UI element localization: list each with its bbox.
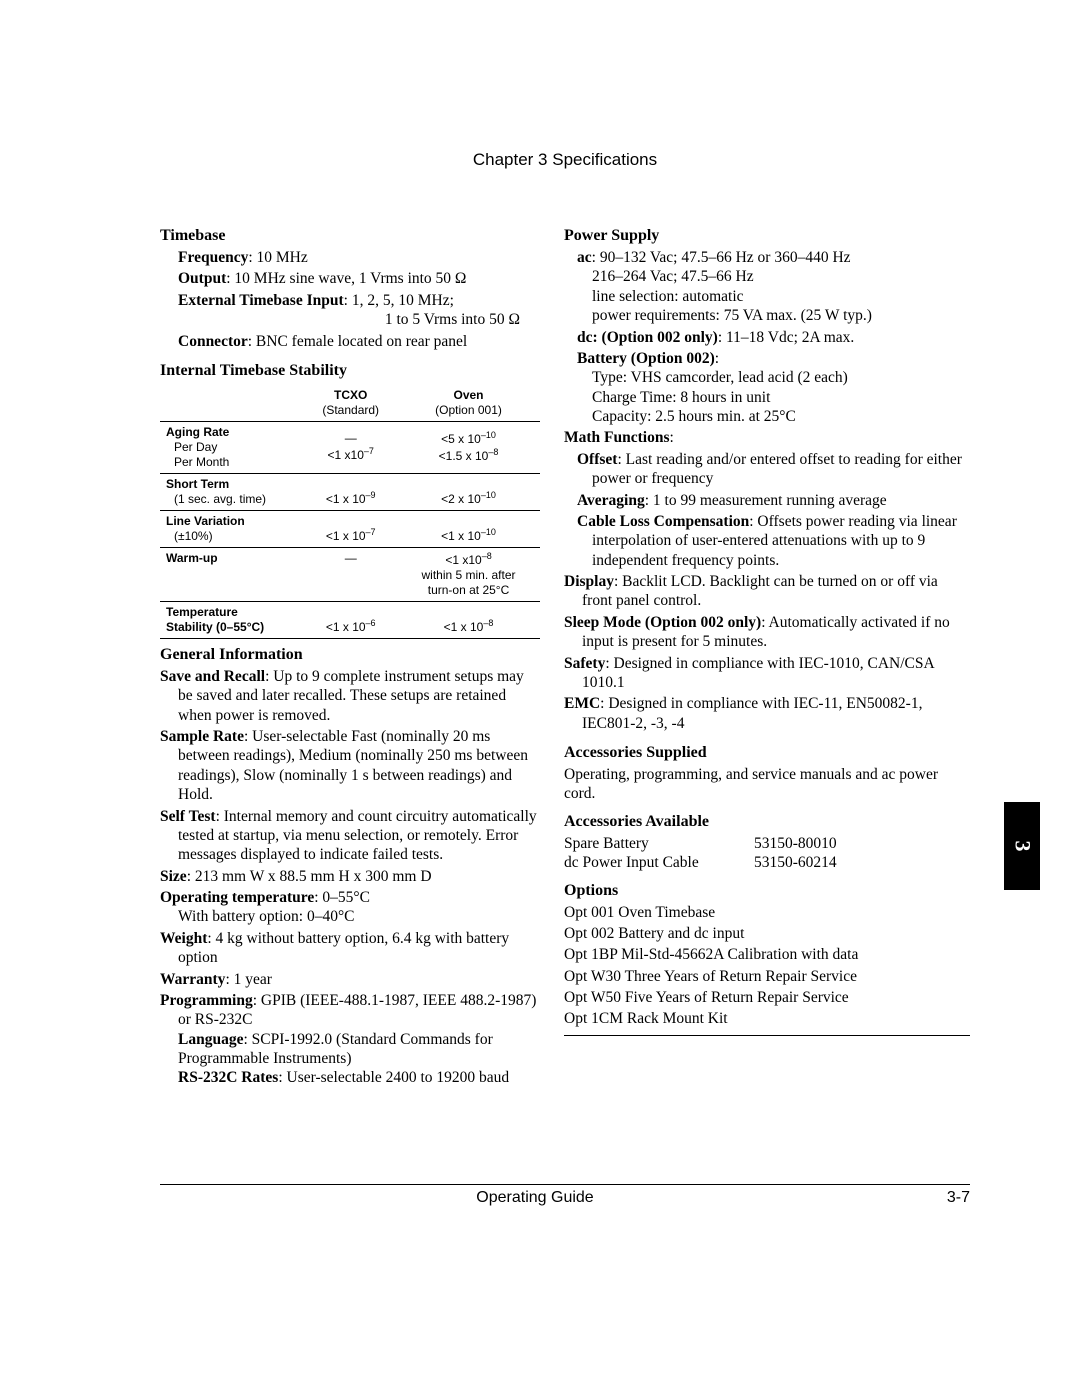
heading-accessories-available: Accessories Available [564, 812, 970, 832]
option-line: Opt 001 Oven Timebase [564, 903, 970, 922]
spec-display: Display: Backlit LCD. Backlight can be t… [564, 572, 970, 611]
cont: 1 to 5 Vrms into 50 Ω [160, 310, 540, 329]
accessory-name: dc Power Input Cable [564, 853, 754, 872]
table-row: Short Term (1 sec. avg. time) <1 x 10–9 … [160, 473, 540, 510]
chapter-line: Chapter 3 Specifications [160, 150, 970, 170]
label: Frequency [178, 249, 248, 266]
accessories-supplied-body: Operating, programming, and service manu… [564, 765, 970, 804]
spec-save-recall: Save and Recall: Up to 9 complete instru… [160, 667, 540, 725]
heading-internal-timebase-stability: Internal Timebase Stability [160, 361, 540, 381]
option-line: Opt W30 Three Years of Return Repair Ser… [564, 967, 970, 986]
col-tcxo: TCXO (Standard) [304, 385, 397, 422]
spec-weight: Weight: 4 kg without battery option, 6.4… [160, 929, 540, 968]
spec-dc: dc: (Option 002 only): 11–18 Vdc; 2A max… [564, 328, 970, 347]
accessory-part: 53150-80010 [754, 834, 837, 853]
label: External Timebase Input [178, 292, 344, 309]
stability-table: TCXO (Standard) Oven (Option 001) Aging … [160, 385, 540, 639]
right-column: Power Supply ac: 90–132 Vac; 47.5–66 Hz … [564, 220, 970, 1090]
heading-timebase: Timebase [160, 226, 540, 246]
spec-output: Output: 10 MHz sine wave, 1 Vrms into 50… [160, 269, 540, 288]
divider [564, 1035, 970, 1036]
heading-options: Options [564, 881, 970, 901]
left-column: Timebase Frequency: 10 MHz Output: 10 MH… [160, 220, 540, 1090]
spec-ac: ac: 90–132 Vac; 47.5–66 Hz or 360–440 Hz… [564, 248, 970, 326]
accessory-row: Spare Battery 53150-80010 [564, 834, 970, 853]
option-line: Opt 1BP Mil-Std-45662A Calibration with … [564, 945, 970, 964]
page: Chapter 3 Specifications Timebase Freque… [0, 0, 1080, 1397]
spec-self-test: Self Test: Internal memory and count cir… [160, 807, 540, 865]
spec-math: Math Functions: [564, 428, 970, 447]
spec-size: Size: 213 mm W x 88.5 mm H x 300 mm D [160, 867, 540, 886]
accessory-row: dc Power Input Cable 53150-60214 [564, 853, 970, 872]
side-tab: 3 [1004, 802, 1040, 890]
value: : 10 MHz [248, 249, 307, 266]
label: Output [178, 270, 226, 287]
spec-sample-rate: Sample Rate: User-selectable Fast (nomin… [160, 727, 540, 805]
value: : 1, 2, 5, 10 MHz; [344, 292, 454, 309]
columns: Timebase Frequency: 10 MHz Output: 10 MH… [160, 220, 970, 1090]
spec-ext-timebase: External Timebase Input: 1, 2, 5, 10 MHz… [160, 291, 540, 330]
heading-power-supply: Power Supply [564, 226, 970, 246]
value: : BNC female located on rear panel [248, 333, 468, 350]
spec-safety: Safety: Designed in compliance with IEC-… [564, 654, 970, 693]
spec-frequency: Frequency: 10 MHz [160, 248, 540, 267]
label: Connector [178, 333, 248, 350]
option-line: Opt 002 Battery and dc input [564, 924, 970, 943]
footer-title: Operating Guide [160, 1189, 910, 1207]
heading-accessories-supplied: Accessories Supplied [564, 743, 970, 763]
spec-battery: Battery (Option 002): Type: VHS camcorde… [564, 349, 970, 427]
accessory-part: 53150-60214 [754, 853, 837, 872]
heading-general-information: General Information [160, 645, 540, 665]
option-line: Opt 1CM Rack Mount Kit [564, 1009, 970, 1028]
option-line: Opt W50 Five Years of Return Repair Serv… [564, 988, 970, 1007]
value: : 10 MHz sine wave, 1 Vrms into 50 Ω [226, 270, 466, 287]
footer-page: 3-7 [910, 1189, 970, 1207]
table-row: Temperature Stability (0–55°C) <1 x 10–6… [160, 601, 540, 638]
spec-averaging: Averaging: 1 to 99 measurement running a… [564, 491, 970, 510]
spec-operating-temp: Operating temperature: 0–55°C With batte… [160, 888, 540, 927]
spec-programming: Programming: GPIB (IEEE-488.1-1987, IEEE… [160, 991, 540, 1088]
spec-warranty: Warranty: 1 year [160, 970, 540, 989]
table-row: Line Variation (±10%) <1 x 10–7 <1 x 10–… [160, 510, 540, 547]
footer: Operating Guide 3-7 [160, 1184, 970, 1207]
side-tab-number: 3 [1009, 841, 1035, 852]
spec-sleep: Sleep Mode (Option 002 only): Automatica… [564, 613, 970, 652]
accessory-name: Spare Battery [564, 834, 754, 853]
spec-cable-loss: Cable Loss Compensation: Offsets power r… [564, 512, 970, 570]
table-header-row: TCXO (Standard) Oven (Option 001) [160, 385, 540, 422]
table-row: Warm-up — <1 x10–8within 5 min. aftertur… [160, 547, 540, 601]
spec-offset: Offset: Last reading and/or entered offs… [564, 450, 970, 489]
spec-connector: Connector: BNC female located on rear pa… [160, 332, 540, 351]
col-oven: Oven (Option 001) [397, 385, 540, 422]
table-row: Aging Rate Per Day Per Month —<1 x10–7 <… [160, 421, 540, 473]
spec-emc: EMC: Designed in compliance with IEC-11,… [564, 694, 970, 733]
